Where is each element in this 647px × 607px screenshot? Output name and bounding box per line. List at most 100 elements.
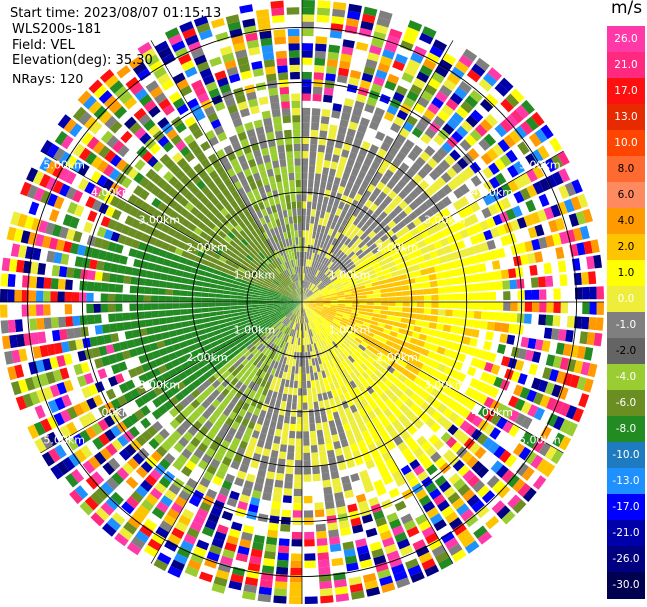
gate-cell <box>357 374 366 383</box>
gate-cell <box>299 302 302 309</box>
gate-cell <box>69 489 83 505</box>
gate-cell <box>136 294 144 302</box>
gate-cell <box>450 441 463 454</box>
gate-cell <box>395 133 407 145</box>
gate-cell <box>129 121 142 135</box>
gate-cell <box>209 366 219 375</box>
gate-cell <box>308 303 316 307</box>
gate-cell <box>351 183 360 193</box>
gate-cell <box>309 223 314 231</box>
gate-cell <box>519 387 531 400</box>
gate-cell <box>468 213 479 225</box>
gate-cell <box>309 313 315 320</box>
gate-cell <box>141 362 151 373</box>
gate-cell <box>430 451 442 463</box>
gate-cell <box>292 358 296 367</box>
gate-cell <box>28 304 37 317</box>
gate-cell <box>199 477 211 488</box>
gate-cell <box>328 44 341 54</box>
gate-cell <box>127 167 139 180</box>
gate-cell <box>163 338 173 347</box>
gate-cell <box>235 552 249 563</box>
gate-cell <box>312 473 321 482</box>
gate-cell <box>303 431 310 439</box>
gate-cell <box>458 433 470 445</box>
gate-cell <box>269 146 277 155</box>
gate-cell <box>296 308 300 316</box>
gate-cell <box>31 217 42 232</box>
gate-cell <box>356 93 367 104</box>
gate-cell <box>231 312 239 317</box>
gate-cell <box>296 288 300 296</box>
gate-cell <box>237 131 248 141</box>
gate-cell <box>416 339 426 348</box>
gate-cell <box>485 331 494 341</box>
gate-cell <box>246 443 256 453</box>
gate-cell <box>254 329 262 336</box>
gate-cell <box>227 255 236 263</box>
gate-cell <box>84 181 96 195</box>
gate-cell <box>373 455 384 466</box>
gate-cell <box>216 493 228 504</box>
gate-cell <box>259 217 267 226</box>
gate-cell <box>259 309 268 314</box>
gate-cell <box>218 256 227 263</box>
gate-cell <box>173 283 182 290</box>
gate-cell <box>266 321 273 328</box>
gate-cell <box>202 74 215 86</box>
gate-cell <box>179 296 188 302</box>
gate-cell <box>246 315 255 320</box>
gate-cell <box>279 407 286 416</box>
gate-cell <box>246 91 257 101</box>
gate-cell <box>233 180 243 190</box>
gate-cell <box>420 90 434 102</box>
gate-cell <box>7 366 18 381</box>
gate-cell <box>403 139 415 150</box>
gate-cell <box>462 217 473 228</box>
gate-cell <box>480 98 494 113</box>
gate-cell <box>356 392 365 402</box>
gate-cell <box>508 323 517 334</box>
gate-cell <box>483 396 495 409</box>
gate-cell <box>361 414 371 424</box>
gate-cell <box>277 458 286 467</box>
gate-cell <box>294 158 301 166</box>
gate-cell <box>250 336 258 343</box>
gate-cell <box>427 266 436 274</box>
azimuth-line <box>40 329 255 454</box>
gate-cell <box>355 347 364 355</box>
gate-cell <box>389 383 399 393</box>
gate-cell <box>329 463 338 473</box>
gate-cell <box>308 296 316 300</box>
gate-cell <box>311 209 316 217</box>
gate-cell <box>85 196 96 209</box>
gate-cell <box>239 108 250 118</box>
gate-cell <box>287 268 292 276</box>
gate-cell <box>210 425 220 435</box>
gate-cell <box>305 315 309 323</box>
gate-cell <box>365 420 374 430</box>
gate-cell <box>174 521 188 533</box>
gate-cell <box>294 230 298 238</box>
gate-cell <box>327 313 335 318</box>
gate-cell <box>439 237 450 247</box>
gate-cell <box>169 418 180 430</box>
gate-cell <box>280 298 288 301</box>
gate-cell <box>320 355 326 364</box>
gate-cell <box>313 269 318 277</box>
gate-cell <box>441 141 454 154</box>
gate-cell <box>315 349 320 358</box>
gate-cell <box>344 238 352 246</box>
gate-cell <box>134 409 145 421</box>
gate-cell <box>357 124 368 134</box>
gate-cell <box>448 411 460 423</box>
gate-cell <box>275 174 282 183</box>
gate-cell <box>238 344 247 352</box>
gate-cell <box>406 167 417 179</box>
gate-cell <box>231 395 240 405</box>
gate-cell <box>581 316 590 330</box>
gate-cell <box>394 258 403 265</box>
gate-cell <box>276 312 284 317</box>
gate-cell <box>272 279 280 286</box>
gate-cell <box>356 316 365 322</box>
